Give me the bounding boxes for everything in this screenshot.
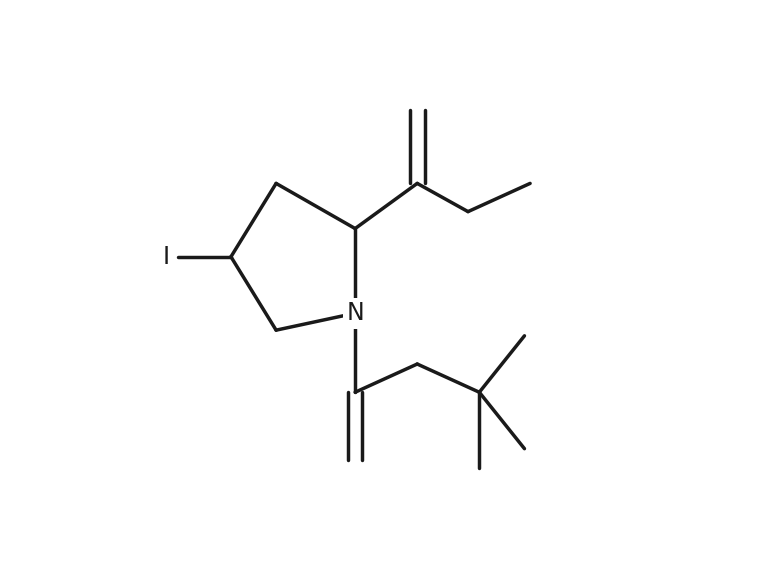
Text: N: N [346, 301, 364, 325]
Text: I: I [163, 245, 170, 269]
